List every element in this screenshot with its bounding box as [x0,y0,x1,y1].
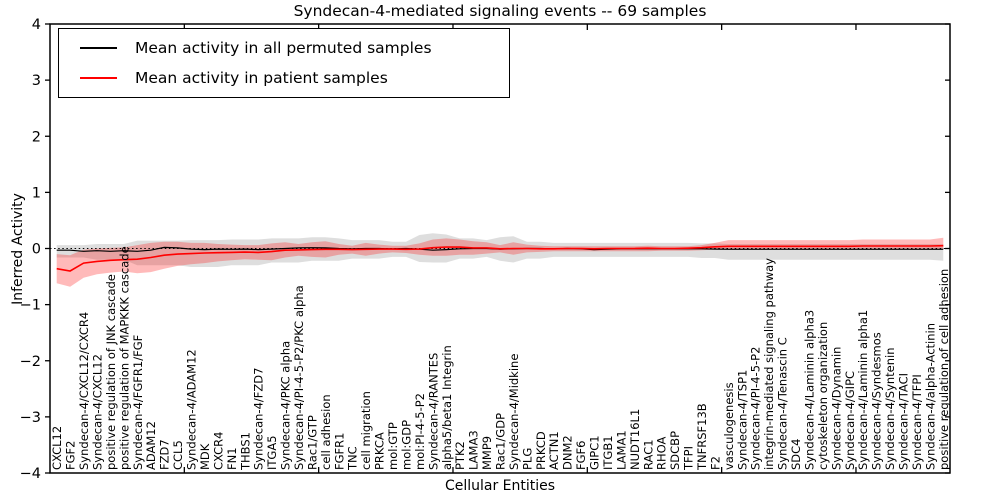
entity-label: FGFR1 [332,433,346,470]
permuted-std-band [56,233,944,267]
entity-label: DNM2 [561,435,575,470]
entity-label: CXCL12 [50,426,64,470]
entity-label: ITGA5 [265,435,279,470]
entity-label: alpha5/beta1 Integrin [440,345,454,470]
entity-label: Syndecan-4/TSP1 [735,370,749,470]
entity-label: RAC1 [641,439,655,470]
permuted-line-swatch [80,47,117,50]
entity-label: Syndecan-4/CXCL12 [91,354,105,470]
legend: Mean activity in all permuted samples Me… [58,28,510,98]
entity-label: Syndecan-4/Syntenin [883,347,897,470]
entity-label: positive regulation of cell adhesion [937,269,951,470]
entity-label: Syndecan-4/RANTES [426,353,440,470]
entity-label: Syndecan-4/alpha-Actinin [923,323,937,470]
y-tick-label: −4 [20,466,41,482]
entity-label: LAMA1 [614,430,628,470]
y-tick-label: −1 [20,298,41,314]
entity-label: mol:PI-4-5-P2 [413,393,427,470]
entity-label: PRKCD [534,431,548,470]
entity-label: Syndecan-4/PKC alpha [279,341,293,470]
entity-label: SDC4 [789,438,803,470]
entity-label: ACTN1 [547,431,561,470]
entity-label: Syndecan-4/TACI [897,373,911,470]
entity-label: LAMA3 [467,430,481,470]
entity-label: cytoskeleton organization [816,322,830,470]
entity-label: Syndecan-4/FGFR1/FGF [131,335,145,470]
y-tick-label: 2 [32,129,41,145]
entity-label: GIPC1 [588,435,602,470]
entity-label: Rac1/GDP [494,413,508,470]
entity-label: vasculogenesis [722,382,736,470]
entity-label: Syndecan-4/PI-4-5-P2 [749,347,763,470]
entity-label: Syndecan-4/Laminin alpha1 [856,310,870,470]
entity-label: Rac1/GTP [305,415,319,470]
legend-label-patient: Mean activity in patient samples [135,68,388,87]
entity-label: TNFRSF13B [695,403,709,471]
entity-label: FZD7 [158,439,172,470]
entity-label: MMP9 [480,436,494,470]
legend-item-patient: Mean activity in patient samples [59,64,509,92]
entity-label: THBS1 [238,432,252,471]
entity-label: Syndecan-4/Laminin alpha3 [803,310,817,470]
entity-label: Syndecan-4/Dynamin [829,347,843,470]
entity-label: MDK [198,443,212,470]
entity-label: ADAM12 [144,421,158,470]
entity-label: CXCR4 [211,432,225,470]
entity-label: mol:GTP [386,422,400,470]
legend-item-permuted: Mean activity in all permuted samples [59,34,509,62]
entity-label: Syndecan-4/PI-4-5-P2/PKC alpha [292,285,306,470]
entity-label: F2 [708,456,722,470]
chart-title: Syndecan-4-mediated signaling events -- … [293,2,707,20]
entity-label: FN1 [225,447,239,470]
y-tick-label: −3 [20,410,41,426]
entity-label: FGF6 [574,441,588,470]
entity-label: Syndecan-4/GIPC [843,371,857,470]
entity-label: Syndecan-4/FZD7 [252,368,266,470]
entity-label: Syndecan-4/Syndesmos [870,332,884,470]
entity-label: TFPI [682,446,696,471]
entity-label: mol:GDP [400,420,414,470]
entity-label: SDCBP [668,431,682,470]
y-tick-label: 3 [32,73,41,89]
y-tick-label: 4 [32,17,41,33]
entity-label: integrin-mediated signaling pathway [762,258,776,470]
entity-label: ITGB1 [601,435,615,470]
entity-label: PLG [520,448,534,470]
entity-label: positive regulation of MAPKKK cascade [117,246,131,470]
entity-label: positive regulation of JNK cascade [104,274,118,470]
y-tick-label: −2 [20,354,41,370]
entity-label: NUDT16L1 [628,409,642,470]
legend-label-permuted: Mean activity in all permuted samples [135,39,432,58]
entity-label: cell migration [359,391,373,470]
entity-label: FGF2 [64,441,78,470]
y-tick-label: 1 [32,185,41,201]
entity-label: TNC [346,446,360,471]
patient-std-band [56,237,944,287]
entity-label: Syndecan-4/ADAM12 [185,349,199,470]
entity-label: RHOA [655,437,669,470]
entity-label: Syndecan-4/TFPI [910,374,924,470]
y-tick-label: 0 [32,242,41,258]
entity-label: PTK2 [453,441,467,470]
x-axis-label: Cellular Entities [444,478,556,494]
entity-label: Syndecan-4/Midkine [507,354,521,470]
entity-label: PRKCA [373,432,387,470]
entity-label: Syndecan-4/CXCL12/CXCR4 [77,312,91,470]
entity-label: cell adhesion [319,394,333,470]
entity-label: Syndecan-4/Tenascin C [776,337,790,470]
patient-line-swatch [80,76,117,79]
y-axis-label: Inferred Activity [10,193,26,305]
patient-mean-line [56,244,944,272]
entity-label: CCL5 [171,440,185,470]
